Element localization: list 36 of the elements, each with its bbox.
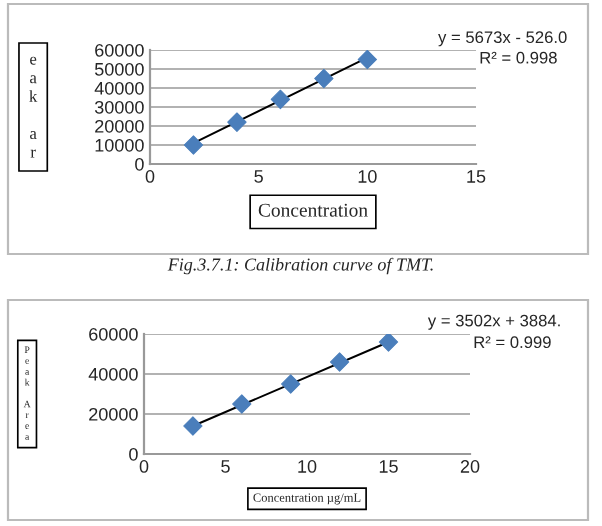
y-tick-label: 20000 (95, 119, 144, 133)
y-tick-label: 0 (129, 447, 138, 461)
text: y = 3502x + 3884. (427, 314, 560, 330)
x-tick-label: 15 (379, 460, 398, 473)
point (314, 68, 334, 89)
caption: Fig.3.7.1: Calibration curve of TMT. (167, 257, 433, 275)
y-tick-label: 60000 (95, 43, 144, 57)
point (378, 334, 399, 352)
x-tick-label: 10 (298, 460, 317, 473)
point (280, 374, 301, 394)
point (232, 394, 252, 414)
text: R² = 0.999 (474, 336, 551, 349)
text: e a k a r (29, 56, 38, 158)
point (227, 112, 247, 132)
y-tick-label: 30000 (94, 100, 144, 114)
x-tick-label: 20 (460, 460, 480, 473)
y-tick-label: 40000 (88, 367, 138, 381)
y-tick-label: 50000 (94, 62, 144, 76)
x-tick-label: 15 (467, 170, 486, 183)
x-axis-title: Concentration (258, 203, 368, 217)
point (183, 416, 203, 436)
y-tick-label: 0 (135, 157, 144, 171)
text: R² = 0.998 (480, 51, 557, 64)
x-tick-label: 0 (145, 170, 155, 183)
y-tick-label: 40000 (94, 81, 144, 95)
point (183, 135, 204, 155)
x-tick-label: 5 (221, 460, 230, 473)
y-tick-label: 60000 (89, 327, 138, 341)
point (357, 50, 378, 70)
x-tick-label: 5 (254, 170, 263, 183)
x-tick-label: 10 (358, 170, 377, 183)
text: y = 5673x - 526.0 (438, 31, 567, 47)
point (270, 89, 291, 110)
y-tick-label: 20000 (89, 407, 138, 421)
point (329, 352, 350, 372)
y-tick-label: 10000 (95, 138, 144, 152)
